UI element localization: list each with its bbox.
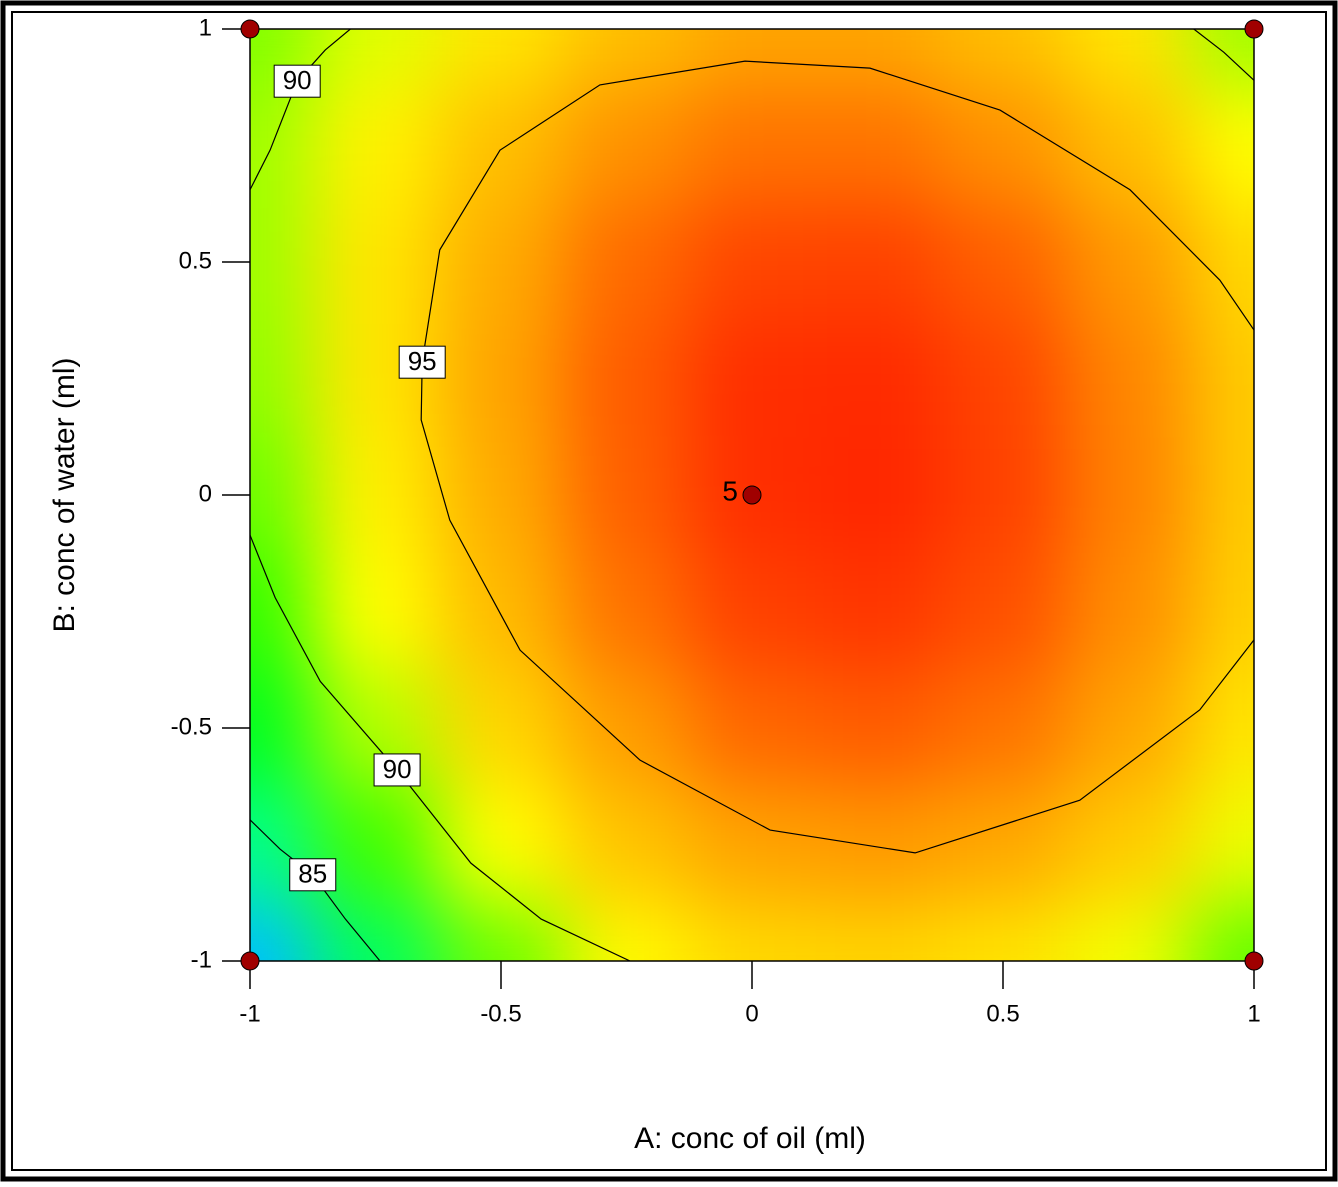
center-point-count: 5 xyxy=(722,475,738,506)
heat-cell xyxy=(1066,670,1193,788)
heat-cell xyxy=(689,786,816,904)
chart: -1 -0.5 0 0.5 1 -1 -0.5 0 0.5 1 95 90 90 85 5 A: conc … xyxy=(0,0,1338,1182)
heat-cell xyxy=(815,320,942,438)
heat-cell xyxy=(689,553,816,671)
design-point xyxy=(241,952,259,970)
heat-cell xyxy=(1066,204,1193,322)
heat-cell xyxy=(313,553,440,671)
y-tick-label: 1 xyxy=(199,14,212,41)
y-axis-title: B: conc of water (ml) xyxy=(48,357,81,632)
heat-cell xyxy=(689,670,816,788)
heat-cell xyxy=(313,204,440,322)
heat-cell xyxy=(815,437,942,555)
y-tick-label: 0.5 xyxy=(179,247,212,274)
design-point xyxy=(1245,952,1263,970)
heat-cell xyxy=(940,670,1067,788)
heat-cell xyxy=(815,553,942,671)
heat-cell xyxy=(815,0,942,88)
heat-cell xyxy=(438,0,565,88)
heat-cell xyxy=(1066,553,1193,671)
heat-cell xyxy=(1066,0,1193,88)
y-tick-label: -0.5 xyxy=(171,713,212,740)
heat-cell xyxy=(689,87,816,205)
heat-cell xyxy=(564,87,691,205)
x-tick-label: -1 xyxy=(239,1000,260,1027)
heat-cell xyxy=(313,320,440,438)
design-point xyxy=(1245,20,1263,38)
heat-cell xyxy=(438,437,565,555)
x-tick-label: 0 xyxy=(745,1000,758,1027)
heat-cell xyxy=(815,204,942,322)
design-point xyxy=(241,20,259,38)
heat-cell xyxy=(438,670,565,788)
contour-label: 95 xyxy=(408,346,437,376)
heat-cell xyxy=(564,0,691,88)
heat-cell xyxy=(940,204,1067,322)
heat-cell xyxy=(940,320,1067,438)
contour-label: 90 xyxy=(383,754,412,784)
heat-cell xyxy=(689,204,816,322)
contour-label: 85 xyxy=(298,859,327,889)
heat-cell xyxy=(689,0,816,88)
heat-cell xyxy=(564,204,691,322)
heat-cell xyxy=(1066,786,1193,904)
y-tick-label: 0 xyxy=(199,480,212,507)
heat-cell xyxy=(564,786,691,904)
heatmap xyxy=(187,0,1318,1020)
heat-cell xyxy=(313,87,440,205)
heat-cell xyxy=(940,553,1067,671)
heat-cell xyxy=(815,87,942,205)
heat-cell xyxy=(564,437,691,555)
heat-cell xyxy=(940,0,1067,88)
heat-cell xyxy=(1066,320,1193,438)
heat-cell xyxy=(815,670,942,788)
heat-cell xyxy=(564,320,691,438)
heat-cell xyxy=(438,320,565,438)
heat-cell xyxy=(313,437,440,555)
x-tick-label: -0.5 xyxy=(480,1000,521,1027)
heat-cell xyxy=(689,320,816,438)
heat-cell xyxy=(940,437,1067,555)
heat-cell xyxy=(564,670,691,788)
heat-cell xyxy=(438,87,565,205)
heat-cell xyxy=(940,786,1067,904)
design-point xyxy=(743,486,761,504)
heat-cell xyxy=(564,553,691,671)
plot-area xyxy=(187,0,1318,1020)
x-tick-label: 1 xyxy=(1247,1000,1260,1027)
x-tick-label: 0.5 xyxy=(986,1000,1019,1027)
heat-cell xyxy=(1066,437,1193,555)
heat-cell xyxy=(940,87,1067,205)
heat-cell xyxy=(815,786,942,904)
heat-cell xyxy=(438,553,565,671)
x-axis-title: A: conc of oil (ml) xyxy=(634,1122,866,1155)
y-tick-label: -1 xyxy=(191,946,212,973)
heat-cell xyxy=(1066,87,1193,205)
contour-label: 90 xyxy=(283,65,312,95)
